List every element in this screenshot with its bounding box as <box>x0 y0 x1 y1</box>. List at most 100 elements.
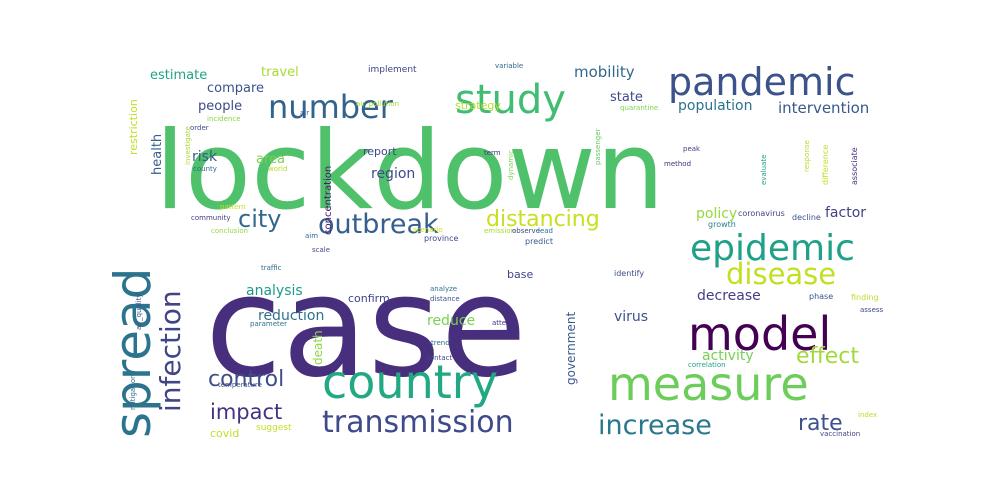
word-reduce: reduce <box>427 313 475 329</box>
word-assess: assess <box>860 306 884 314</box>
word-epidemic: epidemic <box>690 228 855 269</box>
word-observe: observe <box>512 227 540 235</box>
word-country: country <box>322 355 498 409</box>
word-factor: factor <box>825 205 866 221</box>
word-model: model <box>688 307 831 361</box>
word-evaluate: evaluate <box>760 155 768 185</box>
word-people: people <box>198 99 242 114</box>
word-emission: emission <box>484 227 515 235</box>
word-lockdown: lockdown <box>155 109 664 234</box>
word-phase: phase <box>809 292 833 301</box>
word-scale: scale <box>312 246 330 254</box>
word-confirm: confirm <box>348 292 390 305</box>
word-distancing: distancing <box>486 207 600 232</box>
word-disease: disease <box>726 257 836 291</box>
word-finding: finding <box>851 293 879 302</box>
word-world: world <box>268 165 287 173</box>
word-region: region <box>371 166 415 182</box>
word-investigate: investigate <box>184 126 192 165</box>
word-term: term <box>484 149 501 157</box>
word-mitigation: mitigation <box>129 374 137 410</box>
word-measure: measure <box>608 357 809 411</box>
word-implement: implement <box>368 65 417 75</box>
word-lead: lead <box>538 227 553 235</box>
word-decrease: decrease <box>697 288 761 304</box>
word-strategy: strategy <box>455 99 501 112</box>
word-state: state <box>610 90 643 105</box>
word-virus: virus <box>614 309 648 325</box>
word-infection: infection <box>154 290 187 412</box>
word-estimate: estimate <box>150 68 207 83</box>
word-temperature: temperature <box>218 381 262 389</box>
word-intervention: intervention <box>778 99 869 117</box>
word-effect: effect <box>796 344 859 369</box>
word-restriction: restriction <box>127 99 140 155</box>
word-number: number <box>268 88 394 126</box>
word-reduction: reduction <box>258 308 324 324</box>
word-risk: risk <box>192 149 218 165</box>
word-pandemic: pandemic <box>668 60 855 104</box>
word-index: index <box>858 411 877 419</box>
word-case: case <box>205 246 527 409</box>
word-parameter: parameter <box>250 320 287 328</box>
word-dynamic: dynamic <box>507 150 515 180</box>
word-associate: associate <box>850 147 859 185</box>
word-growth: growth <box>708 220 736 229</box>
word-city: city <box>238 205 281 233</box>
word-correlation: correlation <box>688 361 726 369</box>
word-decline: decline <box>792 213 821 222</box>
word-county: county <box>193 165 217 173</box>
word-aim: aim <box>305 232 318 240</box>
word-conclusion: conclusion <box>211 227 248 235</box>
word-control: control <box>208 367 284 392</box>
word-coronavirus: coronavirus <box>738 209 785 218</box>
word-vaccination: vaccination <box>820 430 860 438</box>
word-travel: travel <box>261 65 299 80</box>
word-quarantine: quarantine <box>620 104 658 112</box>
word-increase: increase <box>598 410 712 441</box>
word-response: response <box>803 140 811 172</box>
word-method: method <box>664 160 691 168</box>
word-rate: rate <box>798 411 843 436</box>
word-covid: covid <box>210 427 239 440</box>
word-air-quality: air_quality <box>135 293 143 330</box>
word-government: government <box>564 312 578 385</box>
word-health: health <box>150 134 165 175</box>
word-order: order <box>190 124 209 132</box>
word-base: base <box>507 268 533 281</box>
word-impact: impact <box>210 400 282 424</box>
word-air-pollution: air_pollution <box>356 100 399 108</box>
word-identify: identify <box>614 269 644 278</box>
word-population: population <box>678 98 753 114</box>
word-difference: difference <box>821 145 830 185</box>
word-activity: activity <box>702 348 754 364</box>
word-death: death <box>311 330 325 365</box>
word-scenario: scenario <box>413 226 443 234</box>
word-variable: variable <box>495 62 523 70</box>
word-pattern: pattern <box>220 203 246 211</box>
word-suggest: suggest <box>256 423 292 433</box>
word-analyze: analyze <box>430 285 457 293</box>
word-outbreak: outbreak <box>318 209 439 240</box>
word-policy: policy <box>696 206 737 222</box>
word-community: community <box>191 214 230 222</box>
word-mobility: mobility <box>574 63 635 81</box>
word-compare: compare <box>207 81 264 96</box>
word-contact: contact <box>426 354 452 362</box>
word-analysis: analysis <box>246 283 303 299</box>
word-incidence: incidence <box>207 115 241 123</box>
word-traffic: traffic <box>261 264 282 272</box>
word-peak: peak <box>683 145 701 153</box>
word-predict: predict <box>525 237 553 246</box>
word-area: area <box>256 152 285 167</box>
word-distance: distance <box>430 295 460 303</box>
word-transmission: transmission <box>322 405 514 440</box>
word-trend: trend <box>431 339 450 347</box>
word-air: air <box>300 109 309 117</box>
word-province: province <box>424 234 459 243</box>
word-report: report <box>363 145 397 158</box>
word-study: study <box>455 77 566 123</box>
word-passenger: passenger <box>594 128 602 165</box>
word-concentration: concentration <box>323 166 334 235</box>
